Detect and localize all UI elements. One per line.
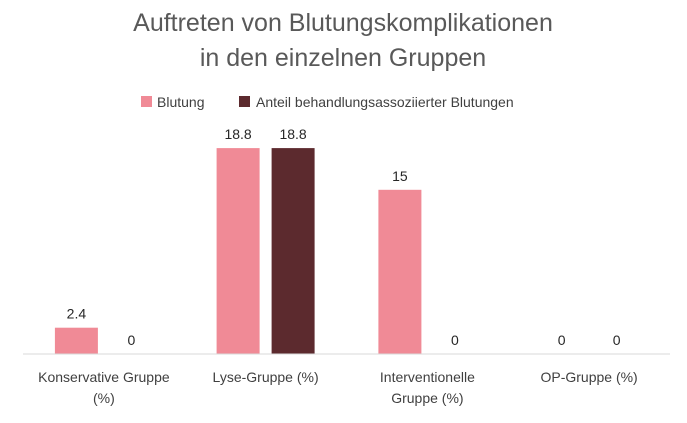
legend-label-anteil: Anteil behandlungsassoziierter Blutungen [256, 94, 514, 110]
plot-area: 2.4 0 Konservative Gruppe (%) 18.8 18.8 Lyse-G… [23, 126, 670, 406]
chart-title-line-2: in den einzelnen Gruppen [200, 44, 486, 72]
legend-swatch-blutung [141, 96, 152, 107]
data-label-blutung-4: 0 [558, 332, 566, 348]
bar-anteil-2 [271, 148, 315, 354]
x-tick-label-1: Konservative Gruppe [38, 369, 170, 385]
data-label-anteil-2: 18.8 [279, 126, 306, 142]
data-label-blutung-1: 2.4 [67, 306, 87, 322]
chart-title-line-1: Auftreten von Blutungskomplikationen [133, 9, 553, 37]
data-label-blutung-3: 15 [392, 168, 408, 184]
x-tick-label-1: (%) [93, 390, 115, 406]
legend: Blutung Anteil behandlungsassoziierter B… [141, 94, 514, 110]
bar-blutung-3 [378, 189, 422, 355]
data-label-blutung-2: 18.8 [224, 126, 251, 142]
data-label-anteil-1: 0 [128, 332, 136, 348]
x-tick-label-3: Gruppe (%) [391, 390, 463, 406]
x-tick-label-2: Lyse-Gruppe (%) [213, 369, 319, 385]
legend-swatch-anteil [239, 96, 250, 107]
x-tick-label-4: OP-Gruppe (%) [540, 369, 637, 385]
bar-blutung-1 [54, 327, 98, 354]
bar-blutung-2 [216, 148, 260, 354]
data-label-anteil-4: 0 [613, 332, 621, 348]
x-tick-label-3: Interventionelle [380, 369, 475, 385]
legend-label-blutung: Blutung [157, 94, 204, 110]
data-label-anteil-3: 0 [451, 332, 459, 348]
